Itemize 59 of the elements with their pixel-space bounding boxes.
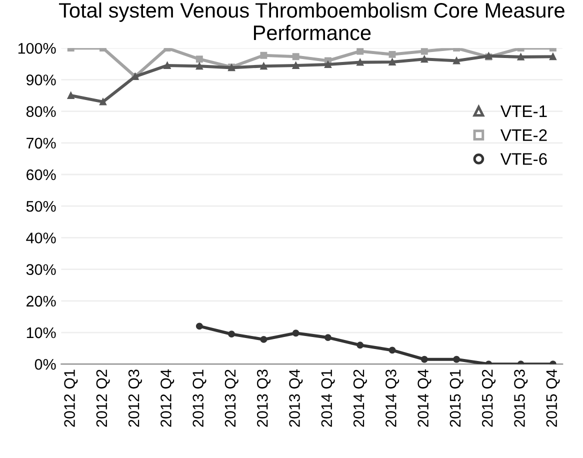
- point: [388, 58, 396, 66]
- x-tick-label: 2012 Q3: [128, 370, 142, 427]
- x-tick-label: 2014 Q1: [321, 370, 335, 427]
- point: [67, 92, 74, 99]
- point: [196, 62, 203, 70]
- point: [100, 98, 106, 106]
- point: [388, 346, 396, 354]
- point: [164, 62, 171, 69]
- y-tick-label: 90%: [26, 74, 56, 86]
- x-tick-label: 2015 Q3: [514, 370, 528, 427]
- point: [420, 56, 428, 63]
- point: [324, 334, 332, 342]
- point: [260, 62, 268, 70]
- y-tick-label: 40%: [26, 232, 56, 244]
- x-tick-label: 2013 Q3: [256, 370, 271, 427]
- legend-label: VTE-6: [500, 153, 547, 165]
- x-tick-label: 2014 Q4: [418, 369, 432, 427]
- point: [517, 53, 524, 60]
- y-tick-label: 0%: [34, 358, 56, 370]
- point: [549, 53, 556, 60]
- point: [356, 48, 364, 55]
- point: [260, 52, 268, 59]
- point: [292, 62, 300, 69]
- x-tick-label: 2012 Q2: [96, 370, 110, 427]
- x-tick-label: 2015 Q4: [546, 369, 560, 427]
- point: [453, 356, 460, 363]
- y-tick-label: 100%: [18, 42, 56, 54]
- x-tick-label: 2015 Q2: [482, 370, 496, 427]
- point: [388, 50, 396, 58]
- point: [356, 342, 364, 349]
- point: [420, 356, 428, 363]
- y-tick-label: 80%: [26, 106, 56, 117]
- x-tick-label: 2013 Q4: [289, 369, 303, 427]
- point: [453, 57, 460, 64]
- x-tick-label: 2013 Q1: [192, 370, 206, 427]
- point: [292, 53, 300, 60]
- y-tick-label: 60%: [26, 169, 56, 180]
- x-tick-label: 2012 Q1: [64, 370, 78, 427]
- x-tick-label: 2014 Q3: [386, 370, 400, 427]
- point: [324, 61, 332, 68]
- y-tick-label: 30%: [26, 264, 56, 275]
- x-tick-label: 2012 Q4: [160, 369, 174, 427]
- x-tick-label: 2014 Q2: [353, 370, 367, 427]
- y-tick-label: 70%: [26, 138, 56, 149]
- point: [260, 336, 268, 343]
- x-tick-label: 2013 Q2: [224, 370, 238, 427]
- point: [228, 330, 236, 338]
- point: [420, 48, 428, 55]
- x-tick-label: 2015 Q1: [450, 370, 464, 427]
- point: [196, 56, 203, 63]
- point: [292, 330, 300, 337]
- y-tick-label: 10%: [26, 327, 56, 338]
- legend-label: VTE-2: [500, 129, 547, 141]
- point: [196, 322, 203, 330]
- chart-title: Total system Venous Thromboembolism Core Measure Performance: [59, 2, 564, 40]
- legend-label: VTE-1: [500, 106, 547, 118]
- point: [356, 58, 364, 66]
- y-tick-label: 50%: [26, 200, 56, 212]
- y-tick-label: 20%: [26, 296, 56, 307]
